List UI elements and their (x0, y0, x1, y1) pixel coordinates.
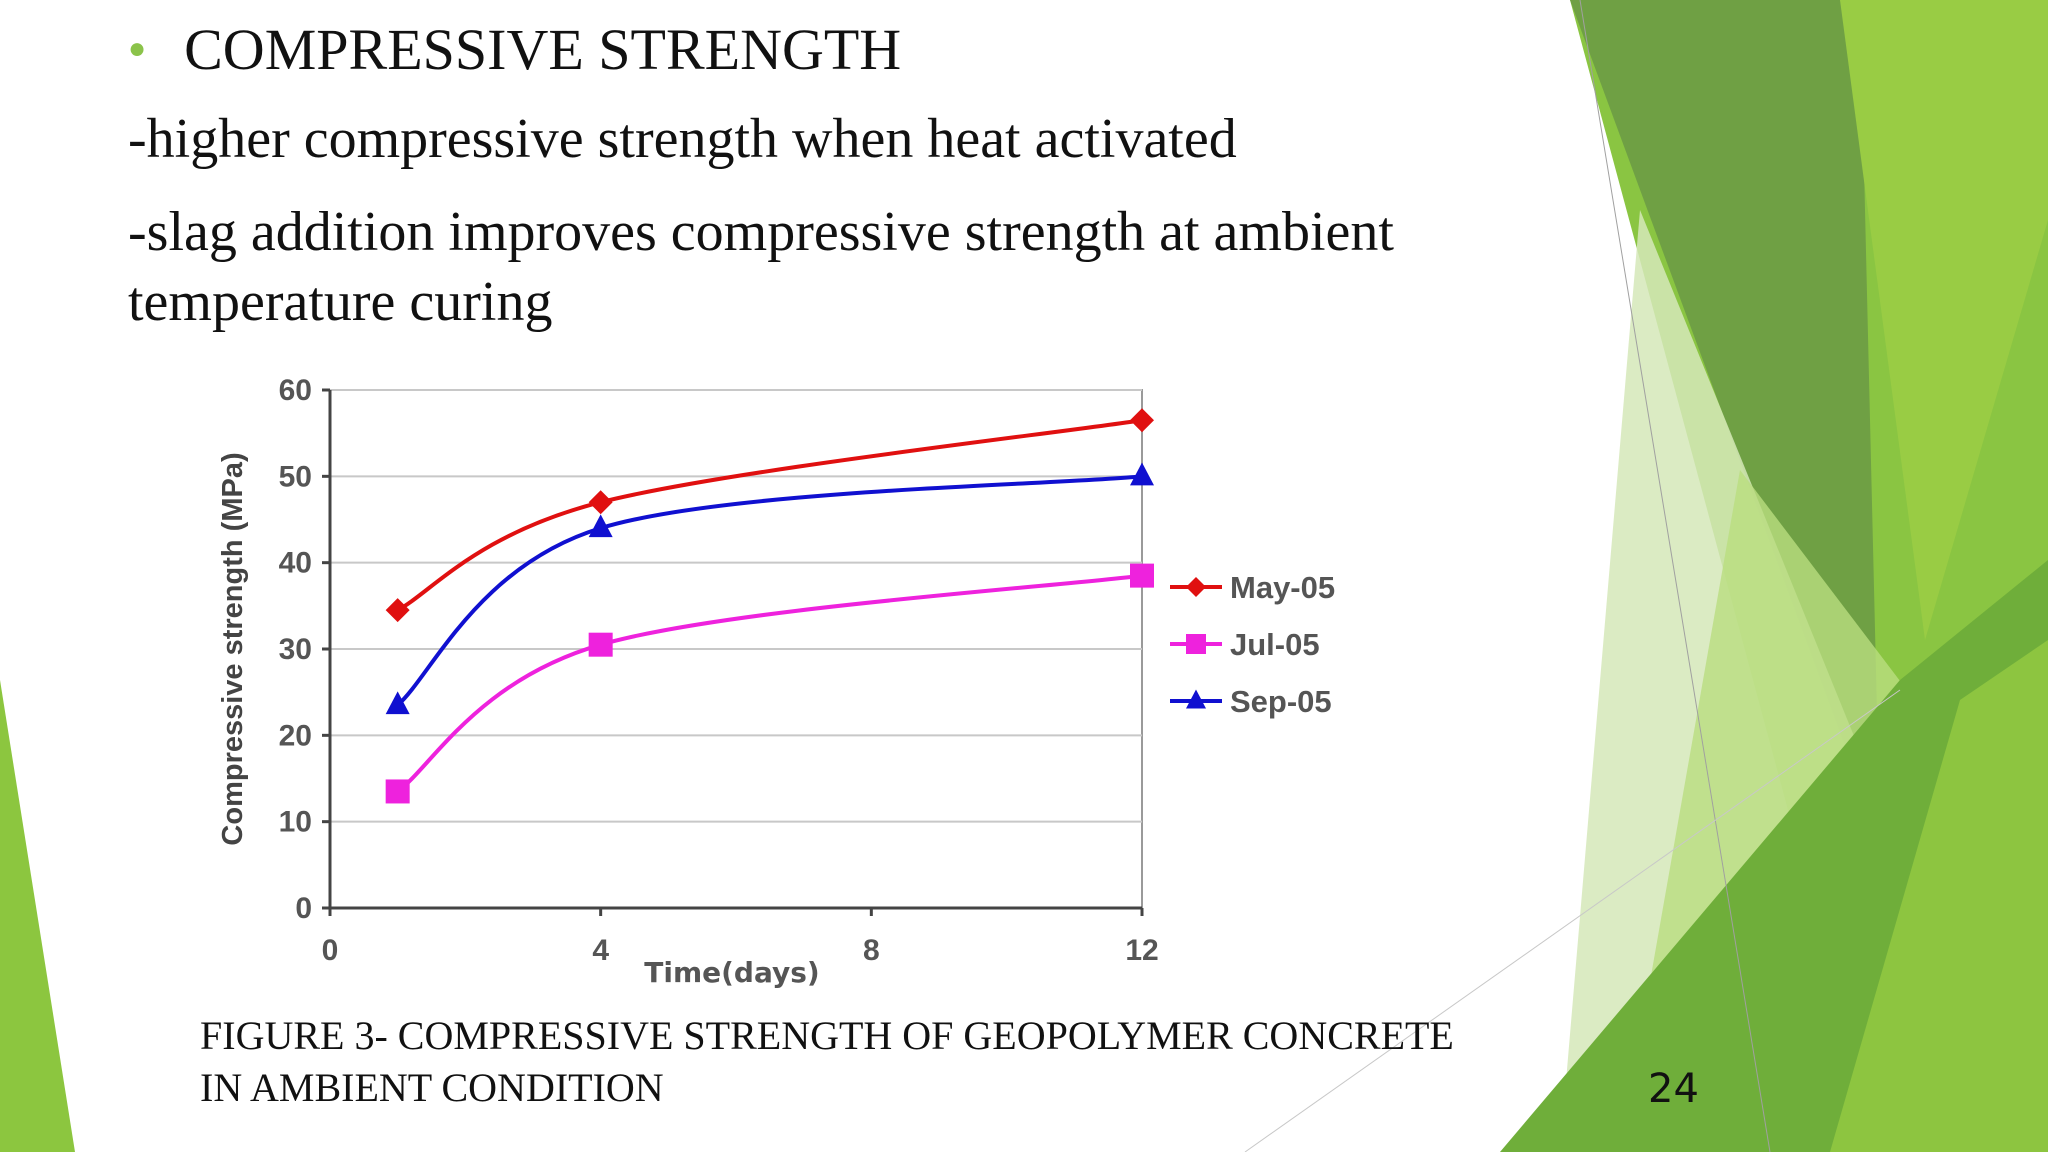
legend-marker-May-05 (1186, 577, 1206, 597)
thin-line-1 (1579, 0, 1771, 1152)
point-heat-activated: -higher compressive strength when heat a… (128, 108, 1237, 170)
series-line-Sep-05 (396, 474, 1143, 707)
legend-label-Jul-05: Jul-05 (1230, 627, 1320, 662)
green-shape-left (0, 680, 75, 1152)
y-tick-label: 50 (279, 460, 312, 493)
compressive-strength-chart: 0 10 20 30 40 50 60 0 4 8 12 Time(days) Compressive … (217, 374, 1335, 989)
data-point-May-05 (1130, 408, 1154, 433)
series-line-May-05 (396, 418, 1143, 612)
x-tick-label: 8 (863, 934, 880, 967)
green-shape-right-3 (1840, 0, 2048, 640)
caption-line-2: IN AMBIENT CONDITION (200, 1065, 664, 1110)
x-tick-label: 0 (322, 934, 339, 967)
x-tick-label: 12 (1125, 934, 1158, 967)
page-number: 24 (1648, 1066, 1699, 1112)
legend-marker-Sep-05 (1186, 689, 1206, 709)
caption-line-1: FIGURE 3- COMPRESSIVE STRENGTH OF GEOPOL… (200, 1013, 1454, 1058)
y-tick-label: 0 (295, 892, 312, 925)
data-point-Jul-05 (588, 632, 613, 657)
legend-label-May-05: May-05 (1230, 570, 1335, 605)
x-axis-label: Time(days) (644, 956, 819, 989)
point-slag-addition: -slag addition improves compressive stre… (128, 201, 1394, 263)
data-point-Jul-05 (385, 779, 410, 804)
thin-line-2 (1244, 689, 1901, 1152)
green-shape-right-7 (1830, 640, 2048, 1152)
y-tick-label: 30 (279, 633, 312, 666)
data-point-Sep-05 (588, 514, 613, 538)
y-tick-label: 60 (279, 374, 312, 407)
figure-caption: FIGURE 3- COMPRESSIVE STRENGTH OF GEOPOL… (200, 1010, 1454, 1114)
slide-heading: COMPRESSIVE STRENGTH (184, 16, 902, 82)
y-tick-label: 20 (279, 719, 312, 752)
legend-marker-Jul-05 (1186, 634, 1206, 654)
y-tick-label: 40 (279, 547, 312, 580)
point-slag-addition-cont: temperature curing (128, 271, 553, 333)
data-point-May-05 (588, 490, 613, 515)
bullet-icon: ● (128, 32, 147, 65)
y-tick-label: 10 (279, 806, 312, 839)
data-point-Sep-05 (1130, 462, 1154, 486)
series-line-Jul-05 (396, 573, 1143, 794)
data-point-Jul-05 (1130, 563, 1154, 588)
data-point-May-05 (385, 598, 410, 623)
x-tick-label: 4 (592, 934, 609, 967)
legend-label-Sep-05: Sep-05 (1230, 684, 1332, 719)
data-point-Sep-05 (385, 691, 410, 715)
y-axis-label: Compressive strength (MPa) (217, 452, 249, 845)
bullet-heading-row: ● COMPRESSIVE STRENGTH (128, 14, 901, 84)
